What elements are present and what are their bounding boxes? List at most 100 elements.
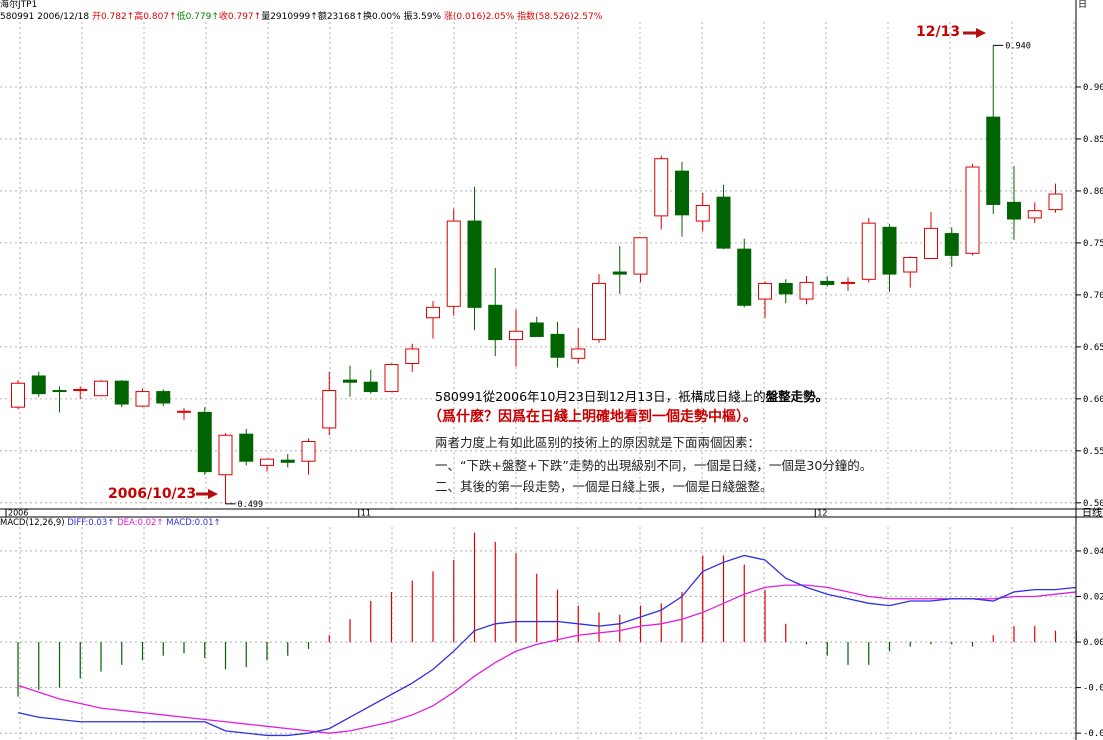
candle: [861, 217, 876, 283]
price-tick-label: 0.800: [1083, 187, 1103, 197]
candle: [135, 388, 150, 408]
candle-body-down: [197, 411, 212, 473]
candle-body-down: [280, 459, 295, 463]
candle: [633, 237, 648, 283]
candle-body-up: [695, 204, 710, 222]
candle: [94, 380, 108, 397]
candle-body-up: [965, 166, 980, 254]
quote-field: 指数(58.526)2.57%: [514, 12, 603, 22]
candle-body-down: [1007, 201, 1021, 220]
candle-body-down: [156, 391, 171, 404]
quote-field: 额23168↑: [317, 12, 363, 22]
price-tick-label: 0.900: [1083, 83, 1103, 93]
price-tick-label: 0.500: [1083, 499, 1103, 509]
price-tick-label: 0.850: [1083, 135, 1103, 145]
candle: [716, 184, 731, 250]
candle-body-up: [633, 237, 648, 275]
grid-layer: [0, 22, 1076, 740]
candle: [11, 380, 25, 410]
candle-body-up: [654, 158, 669, 217]
candle: [197, 407, 212, 475]
candle: [363, 369, 378, 394]
month-label: 2006: [8, 509, 28, 518]
price-tick-label: 0.750: [1083, 239, 1103, 249]
quote-field: 低0.779↑: [176, 12, 219, 22]
candle-body-down: [529, 322, 544, 337]
month-label: 11: [361, 509, 371, 518]
candle: [384, 363, 399, 393]
candle: [882, 224, 897, 292]
month-label: 12: [817, 509, 827, 518]
annotation-date-high: 12/13: [916, 24, 961, 40]
candle: [550, 321, 565, 368]
candle-body-up: [301, 440, 316, 462]
quote-field: 振3.59%: [400, 12, 442, 22]
candle: [488, 267, 503, 357]
price-extreme-label: 0.940: [1005, 41, 1031, 51]
macd-tick-label: 0.04: [1083, 547, 1103, 557]
macd-panel: [17, 532, 1077, 737]
candle: [820, 276, 835, 287]
candle: [592, 274, 606, 343]
annotation-line-1: 580991從2006年10月23日到12月13日，衹構成日綫上的盤整走勢。: [435, 386, 828, 405]
candle-body-up: [177, 410, 191, 413]
candle: [778, 279, 793, 304]
candle: [1007, 165, 1021, 240]
candle-body-up: [592, 282, 606, 341]
candle: [758, 281, 772, 318]
arrow-high-head: [976, 28, 986, 38]
candle-body-up: [903, 256, 918, 273]
candle-body-down: [944, 233, 959, 256]
candle-body-down: [114, 380, 129, 405]
macd-readout: DIFF:0.03↑: [67, 518, 118, 528]
macd-tick-label: 0.02: [1083, 592, 1103, 602]
annotation-line-1-text: 580991從2006年10月23日到12月13日，衹構成日綫上的: [435, 389, 766, 404]
candle: [52, 386, 67, 413]
candle-body-down: [363, 381, 378, 393]
annotation-layer: 0.499 0.940: [196, 28, 1031, 510]
candle-body-up: [11, 382, 25, 408]
candle-body-up: [571, 348, 586, 359]
candle: [114, 380, 129, 408]
candle: [73, 386, 88, 399]
price-tick-label: 0.600: [1083, 395, 1103, 405]
candle-body-up: [405, 348, 420, 364]
annotation-line-3: 兩者力度上有如此區别的技術上的原因就是下面兩個因素：: [435, 435, 761, 450]
candle-body-up: [1048, 193, 1063, 211]
period-label: 日线: [1082, 506, 1102, 519]
macd-indicator-label: MACD(12,26,9): [0, 518, 68, 528]
candle-body-up: [509, 330, 523, 341]
candle-body-down: [882, 226, 897, 275]
quote-field: 量2910999↑: [261, 12, 318, 22]
candle-body-down: [716, 196, 731, 249]
annotation-line-1-emphasis: 盤整走勢。: [765, 389, 829, 404]
candle-body-up: [799, 281, 814, 300]
macd-readout: MACD:0.01↑: [166, 518, 221, 528]
candle-body-up: [260, 458, 274, 466]
candle-body-down: [467, 220, 482, 308]
quote-field: 收0.797↑: [218, 12, 262, 22]
candle: [654, 155, 669, 230]
candle-body-down: [675, 170, 689, 216]
macd-header: MACD(12,26,9) DIFF:0.03↑ DEA:0.02↑ MACD:…: [0, 518, 221, 528]
candle: [280, 453, 295, 468]
candle-body-up: [426, 306, 440, 319]
candle-body-down: [239, 433, 254, 462]
candle-body-down: [343, 379, 357, 383]
candle: [446, 208, 461, 316]
candle-body-up: [1027, 210, 1042, 219]
candlestick-series: [11, 45, 1063, 504]
diff-line: [17, 554, 1077, 737]
candle-body-up: [861, 222, 876, 280]
candle: [695, 193, 710, 232]
price-extreme-label: 0.499: [238, 500, 264, 510]
candle-body-down: [550, 333, 565, 358]
candle: [944, 227, 959, 267]
candle-body-down: [986, 116, 1001, 205]
candle: [571, 328, 586, 364]
candle: [467, 186, 482, 331]
annotation-date-low: 2006/10/23: [108, 486, 197, 502]
quote-field: 换0.00%: [363, 12, 401, 22]
quote-field: 高0.807↑: [134, 12, 177, 22]
